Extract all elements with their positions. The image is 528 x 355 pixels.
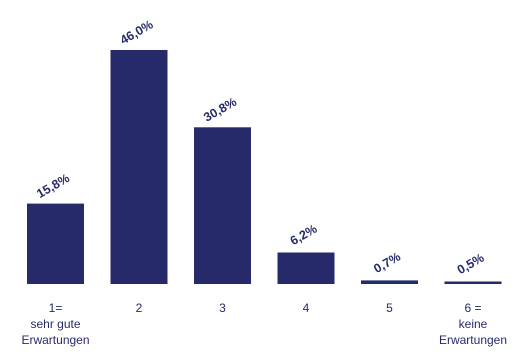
value-label-4: 6,2% (288, 222, 320, 248)
bar-2 (110, 50, 168, 284)
category-label-6: 6 = keine Erwartungen (439, 301, 507, 347)
value-label-2: 46,0% (118, 17, 156, 47)
bars-group (27, 50, 502, 284)
category-label-5: 5 (386, 301, 393, 315)
bar-4 (277, 252, 335, 284)
bar-6 (444, 281, 502, 284)
value-label-6: 0,5% (455, 251, 487, 277)
category-label-line: 5 (386, 301, 393, 315)
bar-1 (27, 203, 84, 284)
category-label-line: sehr gute (30, 317, 80, 331)
value-label-1: 15,8% (34, 171, 72, 201)
category-label-4: 4 (303, 301, 310, 315)
category-label-line: Erwartungen (439, 333, 507, 347)
category-labels-group: 1= sehr gute Erwartungen 2 3 4 5 6 = keine Erwart… (21, 301, 507, 347)
category-label-line: 2 (136, 301, 143, 315)
category-label-line: 6 = (464, 301, 481, 315)
value-label-5: 0,7% (371, 250, 403, 276)
category-label-3: 3 (219, 301, 226, 315)
category-label-1: 1= sehr gute Erwartungen (21, 301, 89, 347)
value-labels-group: 15,8% 46,0% 30,8% 6,2% 0,7% 0,5% (34, 17, 486, 277)
category-label-line: Erwartungen (21, 333, 89, 347)
category-label-line: 4 (303, 301, 310, 315)
category-label-line: 3 (219, 301, 226, 315)
bar-5 (361, 280, 418, 284)
category-label-line: 1= (49, 301, 63, 315)
bar-3 (194, 127, 251, 284)
category-label-line: keine (459, 317, 488, 331)
value-label-3: 30,8% (201, 95, 239, 125)
category-label-2: 2 (136, 301, 143, 315)
